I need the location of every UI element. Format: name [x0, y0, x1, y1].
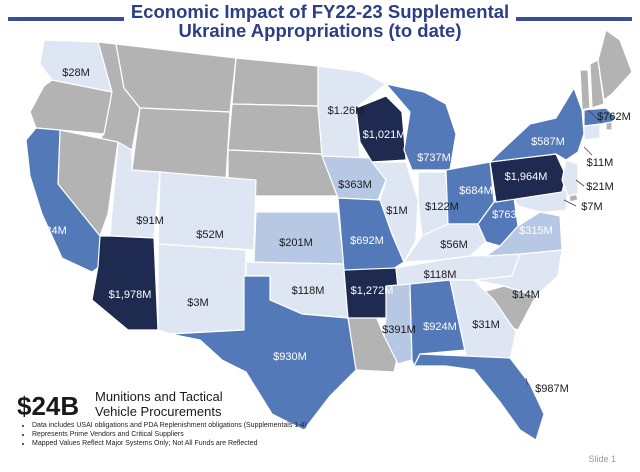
value-label-AZ: $1,978M — [109, 289, 152, 301]
state-VT — [579, 69, 591, 111]
title-line-1: Economic Impact of FY22-23 Supplemental — [130, 1, 510, 22]
total-description-line-1: Munitions and Tactical — [95, 389, 223, 404]
slide-title: Economic Impact of FY22-23 Supplemental … — [120, 2, 520, 40]
state-NH — [589, 59, 605, 109]
state-CT — [583, 123, 601, 141]
title-line-2: Ukraine Appropriations (to date) — [178, 20, 462, 41]
state-WA — [39, 39, 113, 93]
footnote: Data includes USAI obligations and PDA R… — [32, 421, 352, 430]
leader-line-ct — [583, 146, 593, 156]
value-label-TN: $118M — [424, 269, 457, 281]
state-NY — [489, 87, 585, 163]
state-VA — [485, 211, 563, 257]
value-label-MI: $737M — [417, 152, 451, 164]
state-IA — [321, 155, 387, 201]
value-label-GA: $31M — [472, 319, 500, 331]
value-label-WA: $28M — [62, 67, 90, 79]
value-label-TX: $930M — [273, 351, 307, 363]
state-MA — [583, 107, 617, 127]
value-label-OK: $118M — [292, 285, 325, 297]
value-label-NY: $587M — [531, 136, 565, 148]
value-label-IA: $363M — [338, 179, 372, 191]
total-description: Munitions and Tactical Vehicle Procureme… — [95, 389, 235, 419]
value-label-CO: $52M — [196, 229, 224, 241]
value-label-WV: $763M — [492, 209, 526, 221]
value-label-MN: $1.26M — [328, 105, 365, 117]
value-label-MS: $391M — [382, 324, 416, 336]
state-WI — [355, 95, 407, 163]
value-label-UT: $91M — [136, 215, 164, 227]
footnote: Represents Prime Vendors and Critical Su… — [32, 430, 352, 439]
state-MN — [317, 65, 387, 159]
state-ND — [231, 57, 319, 107]
state-WY — [131, 107, 231, 181]
state-NC — [473, 249, 563, 297]
state-ME — [597, 29, 633, 101]
value-label-OH: $684M — [459, 185, 493, 197]
value-label-MA: $762M — [597, 111, 631, 123]
state-NJ — [561, 159, 579, 197]
footnote: Mapped Values Reflect Major Systems Only… — [32, 439, 352, 448]
leader-line-md — [563, 199, 577, 207]
slide-number: Slide 1 — [588, 454, 616, 464]
value-label-VA: $315M — [519, 225, 553, 237]
state-CA — [25, 127, 107, 273]
leader-line-ma — [587, 109, 603, 124]
state-SD — [227, 103, 323, 155]
leader-line-fl — [525, 377, 529, 386]
state-TX — [169, 275, 357, 431]
leader-line-nj — [575, 179, 585, 187]
value-label-CT: $11M — [587, 157, 614, 169]
footnotes: Data includes USAI obligations and PDA R… — [22, 421, 352, 448]
title-rule-left — [8, 17, 124, 21]
value-label-NM: $3M — [187, 297, 208, 309]
total-description-line-2: Vehicle Procurements — [95, 404, 222, 419]
value-label-MO: $692M — [350, 235, 384, 247]
value-label-IN: $122M — [425, 201, 459, 213]
value-label-KY: $56M — [440, 239, 468, 251]
value-label-FL: $987M — [535, 383, 569, 395]
state-FL — [413, 353, 545, 441]
value-label-MD: $7M — [581, 201, 602, 213]
value-label-PA: $1,964M — [505, 171, 548, 183]
title-rule-right — [516, 17, 632, 21]
value-label-CA: $724M — [33, 225, 67, 237]
value-label-KS: $201M — [279, 237, 313, 249]
total-amount: $24B — [17, 391, 80, 421]
value-label-WI: $1,021M — [363, 129, 406, 141]
value-label-AR: $1,272M — [351, 285, 394, 297]
value-label-AL: $924M — [423, 321, 457, 333]
state-NM — [157, 243, 247, 335]
value-label-IL: $1M — [386, 205, 407, 217]
value-label-NJ: $21M — [586, 181, 614, 193]
state-AZ — [91, 235, 159, 331]
value-label-NC: $14M — [512, 289, 540, 301]
